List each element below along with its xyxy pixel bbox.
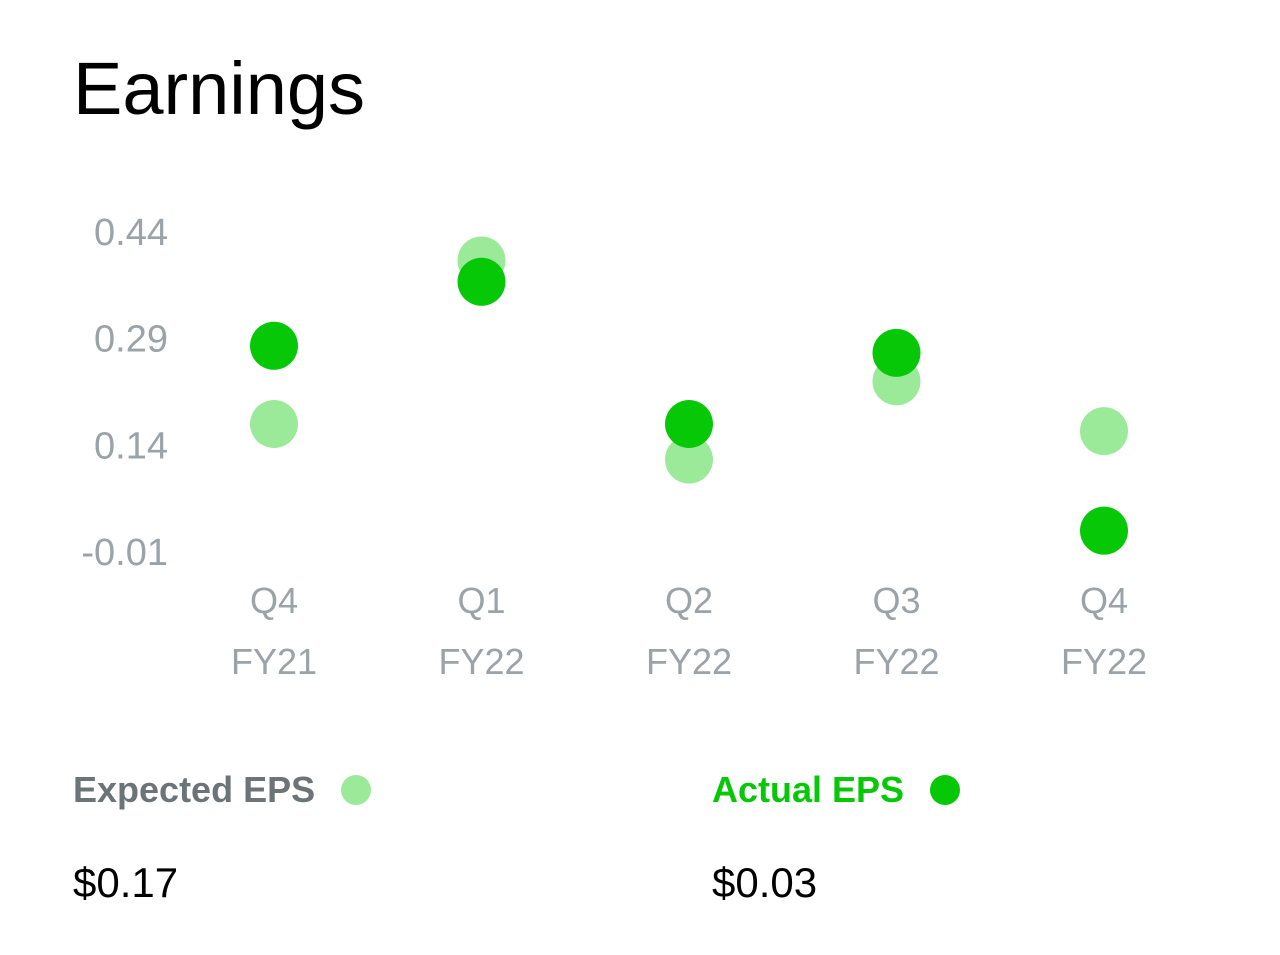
legend-expected-label: Expected EPS xyxy=(73,769,316,810)
actual-eps-point[interactable] xyxy=(872,328,921,377)
y-tick-label: 0.44 xyxy=(94,212,168,254)
x-tick-fiscal-year: FY22 xyxy=(438,641,524,682)
legend-actual-label: Actual EPS xyxy=(712,769,905,810)
expected-eps-value: $0.17 xyxy=(73,859,179,906)
page-title: Earnings xyxy=(73,47,366,130)
y-axis-ticks: 0.44 0.29 0.14 -0.01 xyxy=(81,212,168,574)
actual-eps-point[interactable] xyxy=(457,257,506,306)
legend-actual: Actual EPS xyxy=(712,769,961,810)
x-axis-ticks: Q4 FY21 Q1 FY22 Q2 FY22 Q3 FY22 Q4 FY22 xyxy=(231,580,1147,682)
x-tick-fiscal-year: FY22 xyxy=(1061,641,1147,682)
x-tick-fiscal-year: FY22 xyxy=(853,641,939,682)
expected-eps-point[interactable] xyxy=(665,435,713,484)
data-points xyxy=(250,236,1128,555)
earnings-chart: 0.44 0.29 0.14 -0.01 Q4 FY21 Q1 FY22 Q2 FY22 Q3 FY… xyxy=(81,212,1147,682)
actual-eps-point[interactable] xyxy=(665,400,713,448)
actual-eps-point[interactable] xyxy=(1080,506,1128,555)
legend-expected-dot xyxy=(341,775,372,805)
x-tick-quarter: Q1 xyxy=(457,580,505,621)
actual-eps-value: $0.03 xyxy=(712,859,818,906)
expected-eps-point[interactable] xyxy=(1080,407,1128,456)
y-tick-label: 0.14 xyxy=(94,425,168,467)
x-tick-fiscal-year: FY21 xyxy=(231,641,317,682)
y-tick-label: -0.01 xyxy=(81,532,168,574)
expected-eps-point[interactable] xyxy=(250,400,298,448)
legend-expected: Expected EPS xyxy=(73,769,372,810)
legend-actual-dot xyxy=(930,775,961,805)
x-tick-quarter: Q2 xyxy=(665,580,713,621)
x-tick-quarter: Q4 xyxy=(1080,580,1128,621)
x-tick-quarter: Q4 xyxy=(250,580,298,621)
y-tick-label: 0.29 xyxy=(94,319,168,361)
x-tick-quarter: Q3 xyxy=(872,580,920,621)
x-tick-fiscal-year: FY22 xyxy=(646,641,732,682)
actual-eps-point[interactable] xyxy=(250,321,298,370)
